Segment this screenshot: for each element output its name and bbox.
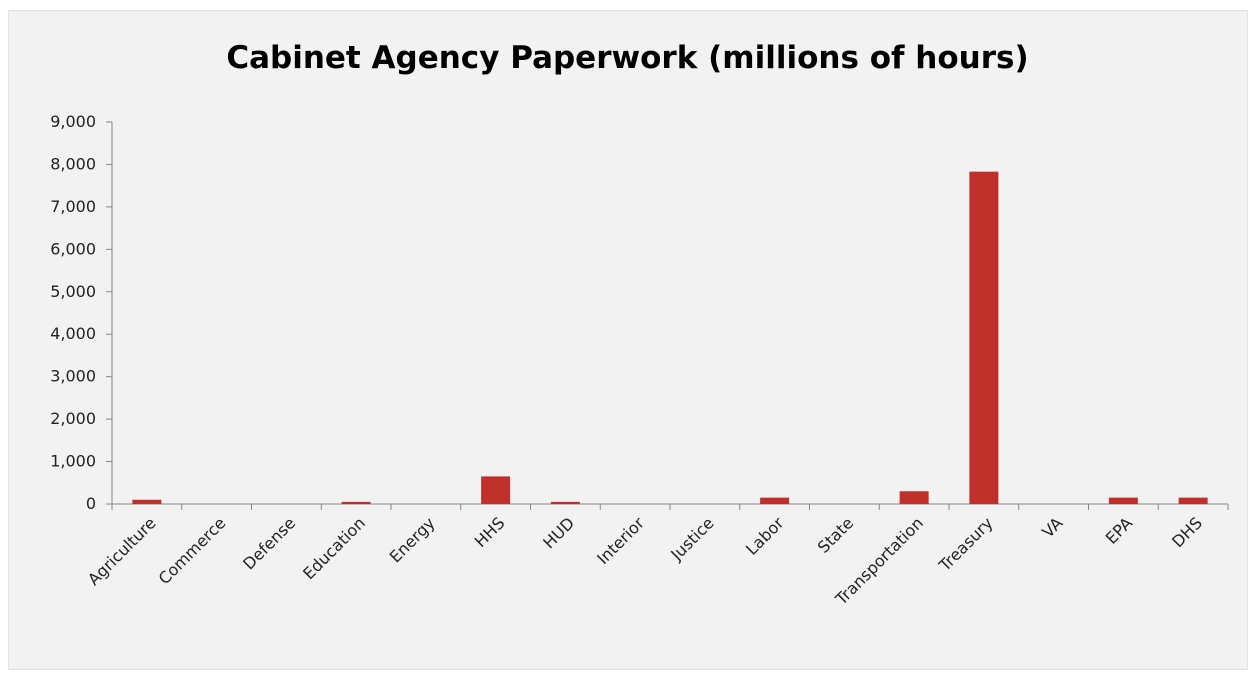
y-tick-label: 8,000 xyxy=(50,154,96,173)
y-tick-label: 1,000 xyxy=(50,452,96,471)
bars xyxy=(132,171,1208,504)
bar-agriculture xyxy=(132,499,162,504)
bar-hhs xyxy=(481,476,511,504)
x-tick-label: State xyxy=(814,513,857,556)
x-tick-label: HUD xyxy=(539,513,578,552)
x-tick-label: DHS xyxy=(1168,513,1206,551)
y-tick-label: 9,000 xyxy=(50,112,96,131)
x-tick-label: Agriculture xyxy=(84,513,160,589)
x-tick-label: HHS xyxy=(471,513,509,551)
x-tick-label: Commerce xyxy=(155,513,230,588)
bar-hud xyxy=(550,501,580,504)
x-tick-label: VA xyxy=(1038,513,1066,541)
x-tick-label: Labor xyxy=(742,513,788,559)
x-tick-label: Defense xyxy=(239,513,299,573)
y-tick-labels: 0 1,000 2,000 3,000 4,000 5,000 6,000 7,000 8,00… xyxy=(50,112,96,513)
y-tick-label: 3,000 xyxy=(50,367,96,386)
y-tick-label: 5,000 xyxy=(50,282,96,301)
chart-area xyxy=(8,10,1248,670)
chart-title: Cabinet Agency Paperwork (millions of ho… xyxy=(226,40,1029,76)
bar-dhs xyxy=(1178,497,1208,504)
bar-treasury xyxy=(969,171,999,504)
bar-transportation xyxy=(899,491,929,504)
bar-labor xyxy=(760,497,790,504)
y-tick-label: 0 xyxy=(86,494,96,513)
y-tick-label: 4,000 xyxy=(50,324,96,343)
x-tick-label: Interior xyxy=(593,513,648,568)
bar-epa xyxy=(1108,497,1138,504)
x-tick-label: Energy xyxy=(386,513,439,566)
x-tick-label: Education xyxy=(299,513,369,583)
y-tick-label: 6,000 xyxy=(50,239,96,258)
y-tick-label: 2,000 xyxy=(50,409,96,428)
y-tick-label: 7,000 xyxy=(50,197,96,216)
axes xyxy=(106,121,1229,510)
x-tick-label: Treasury xyxy=(935,513,997,575)
x-tick-label: EPA xyxy=(1102,513,1136,547)
x-tick-label: Justice xyxy=(666,513,717,564)
bar-education xyxy=(341,501,371,504)
